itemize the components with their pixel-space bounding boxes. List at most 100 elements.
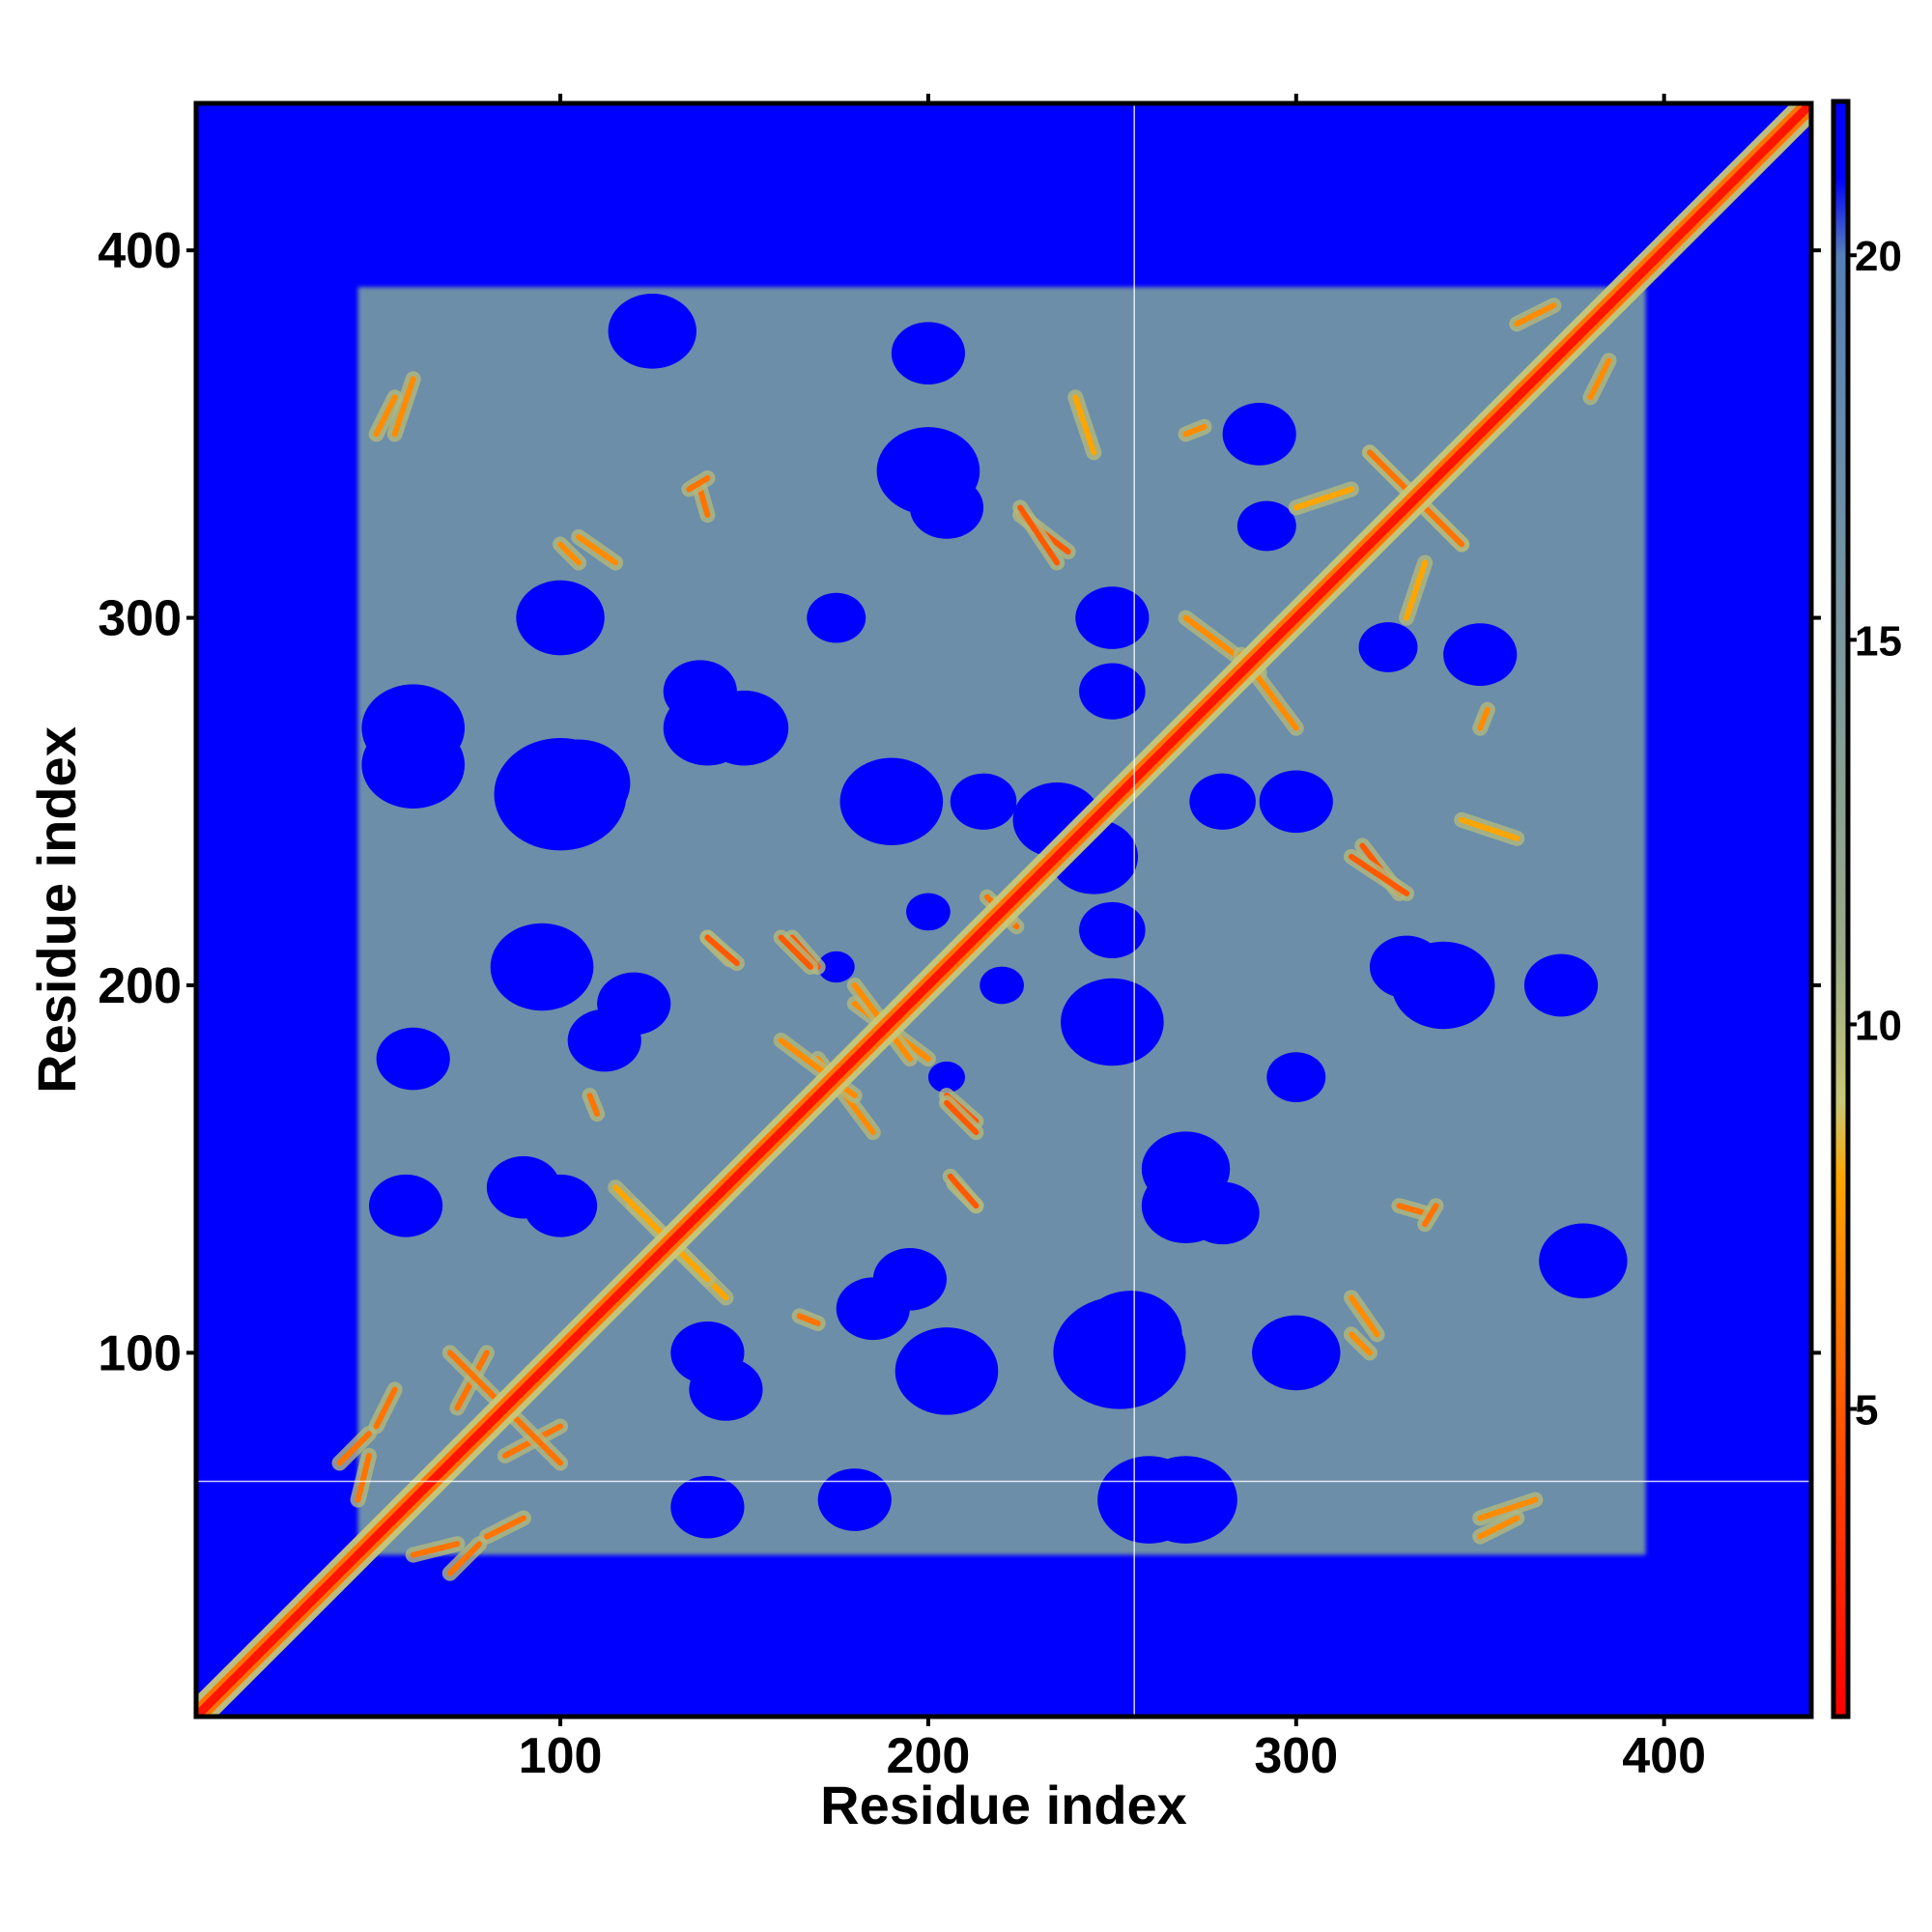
heatmap-far-region — [1369, 935, 1444, 999]
heatmap-far-region — [1061, 978, 1164, 1066]
heatmap-contact — [336, 1431, 373, 1466]
heatmap-contact — [1477, 1515, 1520, 1540]
colorbar-ticks: 5 10 15 20 — [1848, 233, 1902, 1435]
heatmap-far-region — [927, 1061, 966, 1094]
colorbar-tick-label: 15 — [1855, 617, 1902, 665]
heatmap-contact — [446, 1350, 497, 1401]
y-tick-label: 200 — [98, 958, 182, 1014]
heatmap-contact — [947, 1173, 980, 1209]
heatmap-far-region — [1358, 622, 1418, 672]
heatmap-contact — [1514, 302, 1557, 327]
y-axis-ticks: 100 200 300 400 — [98, 223, 196, 1381]
x-axis-ticks: 100 200 300 400 — [519, 1717, 1706, 1784]
heatmap-contact — [576, 533, 619, 566]
heatmap-far-region — [1075, 586, 1150, 649]
heatmap-contact — [410, 1541, 461, 1558]
heatmap-contact — [391, 376, 416, 438]
heatmap-far-region — [1079, 663, 1146, 720]
colorbar-fill — [1833, 101, 1848, 1717]
heatmap-far-region — [1236, 500, 1296, 552]
heatmap-far-region — [1443, 623, 1518, 686]
right-axis-ticks — [1811, 248, 1821, 1355]
distance-heatmap — [196, 103, 1811, 1717]
heatmap-far-region — [906, 893, 951, 931]
y-tick-label: 400 — [98, 223, 182, 279]
y-tick-label: 100 — [98, 1325, 182, 1381]
heatmap-contact — [513, 1415, 564, 1466]
heatmap-far-region — [909, 476, 984, 539]
colorbar-tick-label: 20 — [1855, 233, 1902, 280]
heatmap-contact — [1182, 423, 1208, 438]
heatmap-far-region — [597, 972, 671, 1036]
heatmap-contact — [778, 934, 814, 970]
heatmap-contact — [1587, 357, 1612, 401]
heatmap-contact — [586, 1093, 601, 1118]
heatmap-contact — [557, 541, 582, 566]
heatmap-contact — [1293, 486, 1354, 511]
heatmap-far-region — [516, 580, 605, 656]
heatmap-far-region — [376, 1027, 450, 1091]
heatmap-far-region — [872, 1247, 947, 1311]
heatmap-far-region — [1539, 1223, 1628, 1299]
heatmap-far-region — [817, 1468, 892, 1531]
heatmap-contact — [1396, 1203, 1429, 1216]
colorbar-tick-label: 5 — [1855, 1387, 1878, 1435]
y-axis-title: Residue index — [26, 726, 87, 1094]
heatmap-contact — [355, 1452, 373, 1503]
heatmap-far-region — [523, 1174, 598, 1237]
x-tick-label: 300 — [1254, 1728, 1338, 1784]
heatmap-far-region — [1185, 1181, 1260, 1245]
heatmap-far-region — [1189, 773, 1256, 830]
heatmap-contact — [1072, 394, 1097, 456]
heatmap-far-region — [1079, 901, 1146, 959]
heatmap-far-region — [891, 322, 966, 385]
heatmap-far-region — [1252, 1315, 1341, 1391]
heatmap-contact — [704, 934, 740, 967]
heatmap-far-region — [369, 1174, 443, 1237]
x-tick-label: 100 — [519, 1728, 603, 1784]
heatmap-contact — [1422, 1203, 1439, 1228]
heatmap-diagonal — [196, 103, 1811, 1717]
heatmap-contact — [1477, 706, 1491, 731]
heatmap-far-region — [950, 773, 1017, 830]
x-tick-label: 400 — [1622, 1728, 1706, 1784]
heatmap-far-region — [839, 757, 944, 846]
x-axis-title: Residue index — [820, 1775, 1187, 1835]
heatmap-far-region — [817, 951, 855, 983]
heatmap-contact — [1348, 1294, 1380, 1338]
heatmap-far-region — [807, 592, 867, 643]
heatmap-contact — [483, 1515, 526, 1540]
heatmap-far-region — [1259, 770, 1333, 834]
heatmap-contact — [796, 1313, 821, 1326]
heatmap-far-region — [670, 1475, 745, 1539]
heatmap-contact — [446, 1541, 483, 1577]
y-tick-label: 300 — [98, 591, 182, 647]
heatmap-contact — [373, 1386, 398, 1430]
colorbar: 5 10 15 20 — [1831, 99, 1902, 1719]
heatmap-contact — [696, 486, 711, 519]
heatmap-contact — [943, 1099, 980, 1136]
heatmap-contact — [1459, 816, 1520, 841]
heatmap-contact — [686, 475, 711, 493]
heatmap-contact — [1477, 1496, 1539, 1521]
x-tick-label: 200 — [887, 1728, 971, 1784]
heatmap-far-region — [1266, 1052, 1326, 1102]
heatmap-far-region — [361, 684, 466, 772]
heatmap-far-region — [980, 966, 1024, 1005]
heatmap-far-region — [895, 1327, 999, 1415]
heatmap-far-region — [1134, 1456, 1237, 1544]
heatmap-far-region — [663, 660, 737, 723]
colorbar-frame — [1831, 99, 1851, 1719]
heatmap-far-region — [490, 923, 594, 1011]
heatmap-far-region — [608, 294, 696, 369]
heatmap-contact — [1404, 559, 1429, 621]
colorbar-tick-label: 10 — [1855, 1002, 1902, 1049]
heatmap-contact — [1017, 504, 1061, 566]
top-axis-ticks — [558, 94, 1666, 103]
heatmap-contact — [1348, 853, 1410, 896]
heatmap-far-region — [526, 739, 631, 828]
heatmap-contact — [1348, 1331, 1373, 1356]
plot-frame — [193, 100, 1814, 1719]
heatmap-far-region — [670, 1321, 745, 1384]
